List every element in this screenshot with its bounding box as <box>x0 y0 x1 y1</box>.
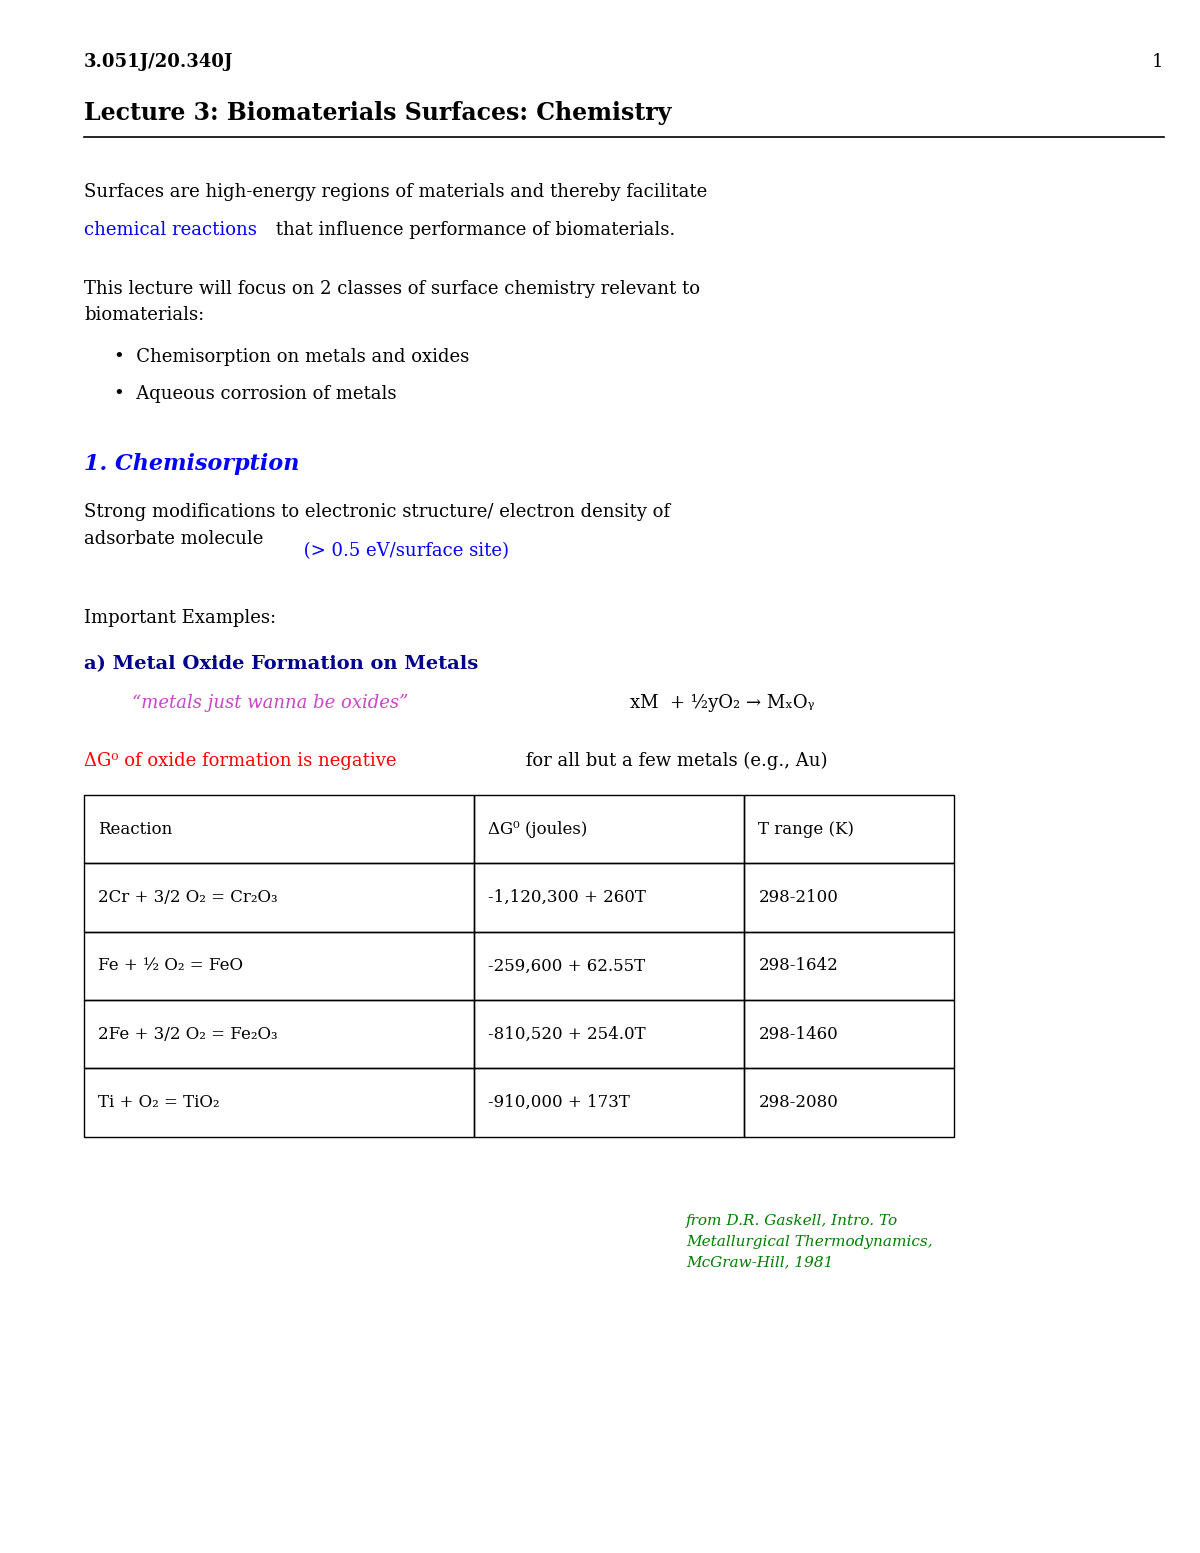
Text: ΔG⁰ of oxide formation is negative: ΔG⁰ of oxide formation is negative <box>84 752 396 770</box>
Text: This lecture will focus on 2 classes of surface chemistry relevant to
biomateria: This lecture will focus on 2 classes of … <box>84 280 700 325</box>
Text: 298-1460: 298-1460 <box>758 1027 838 1042</box>
Text: for all but a few metals (e.g., Au): for all but a few metals (e.g., Au) <box>520 752 827 770</box>
Bar <box>744 1000 954 1068</box>
Bar <box>744 863 954 932</box>
Text: from D.R. Gaskell, Intro. To
Metallurgical Thermodynamics,
McGraw-Hill, 1981: from D.R. Gaskell, Intro. To Metallurgic… <box>686 1214 934 1270</box>
Text: xM  + ½yO₂ → MₓOᵧ: xM + ½yO₂ → MₓOᵧ <box>630 694 815 713</box>
Bar <box>84 1000 474 1068</box>
Text: 298-2100: 298-2100 <box>758 890 839 905</box>
Text: 298-1642: 298-1642 <box>758 958 838 974</box>
Text: 1: 1 <box>1152 53 1164 71</box>
Text: 2Fe + 3/2 O₂ = Fe₂O₃: 2Fe + 3/2 O₂ = Fe₂O₃ <box>98 1027 278 1042</box>
Text: chemical reactions: chemical reactions <box>84 221 257 239</box>
Text: Important Examples:: Important Examples: <box>84 609 276 627</box>
Bar <box>474 932 744 1000</box>
Bar <box>474 795 744 863</box>
Bar <box>474 1068 744 1137</box>
Bar <box>474 1000 744 1068</box>
Bar <box>84 1068 474 1137</box>
Bar <box>744 932 954 1000</box>
Text: ΔG⁰ (joules): ΔG⁰ (joules) <box>488 822 588 837</box>
Text: Lecture 3: Biomaterials Surfaces: Chemistry: Lecture 3: Biomaterials Surfaces: Chemis… <box>84 101 671 124</box>
Bar <box>474 863 744 932</box>
Text: (> 0.5 eV/surface site): (> 0.5 eV/surface site) <box>298 542 509 561</box>
Text: 1. Chemisorption: 1. Chemisorption <box>84 453 299 475</box>
Text: that influence performance of biomaterials.: that influence performance of biomateria… <box>270 221 676 239</box>
Text: 2Cr + 3/2 O₂ = Cr₂O₃: 2Cr + 3/2 O₂ = Cr₂O₃ <box>98 890 278 905</box>
Text: Ti + O₂ = TiO₂: Ti + O₂ = TiO₂ <box>98 1095 220 1110</box>
Text: Surfaces are high-energy regions of materials and thereby facilitate: Surfaces are high-energy regions of mate… <box>84 183 707 202</box>
Text: -810,520 + 254.0T: -810,520 + 254.0T <box>488 1027 646 1042</box>
Text: Fe + ½ O₂ = FeO: Fe + ½ O₂ = FeO <box>98 958 244 974</box>
Text: •  Aqueous corrosion of metals: • Aqueous corrosion of metals <box>114 385 396 404</box>
Text: -1,120,300 + 260T: -1,120,300 + 260T <box>488 890 647 905</box>
Bar <box>84 795 474 863</box>
Text: 298-2080: 298-2080 <box>758 1095 839 1110</box>
Text: Reaction: Reaction <box>98 822 173 837</box>
Text: a) Metal Oxide Formation on Metals: a) Metal Oxide Formation on Metals <box>84 655 479 674</box>
Bar <box>84 932 474 1000</box>
Text: -259,600 + 62.55T: -259,600 + 62.55T <box>488 958 646 974</box>
Bar <box>744 1068 954 1137</box>
Text: •  Chemisorption on metals and oxides: • Chemisorption on metals and oxides <box>114 348 469 367</box>
Text: T range (K): T range (K) <box>758 822 854 837</box>
Text: -910,000 + 173T: -910,000 + 173T <box>488 1095 630 1110</box>
Text: Strong modifications to electronic structure/ electron density of
adsorbate mole: Strong modifications to electronic struc… <box>84 503 670 548</box>
Text: “metals just wanna be oxides”: “metals just wanna be oxides” <box>132 694 408 713</box>
Bar <box>744 795 954 863</box>
Bar <box>84 863 474 932</box>
Text: 3.051J/20.340J: 3.051J/20.340J <box>84 53 233 71</box>
